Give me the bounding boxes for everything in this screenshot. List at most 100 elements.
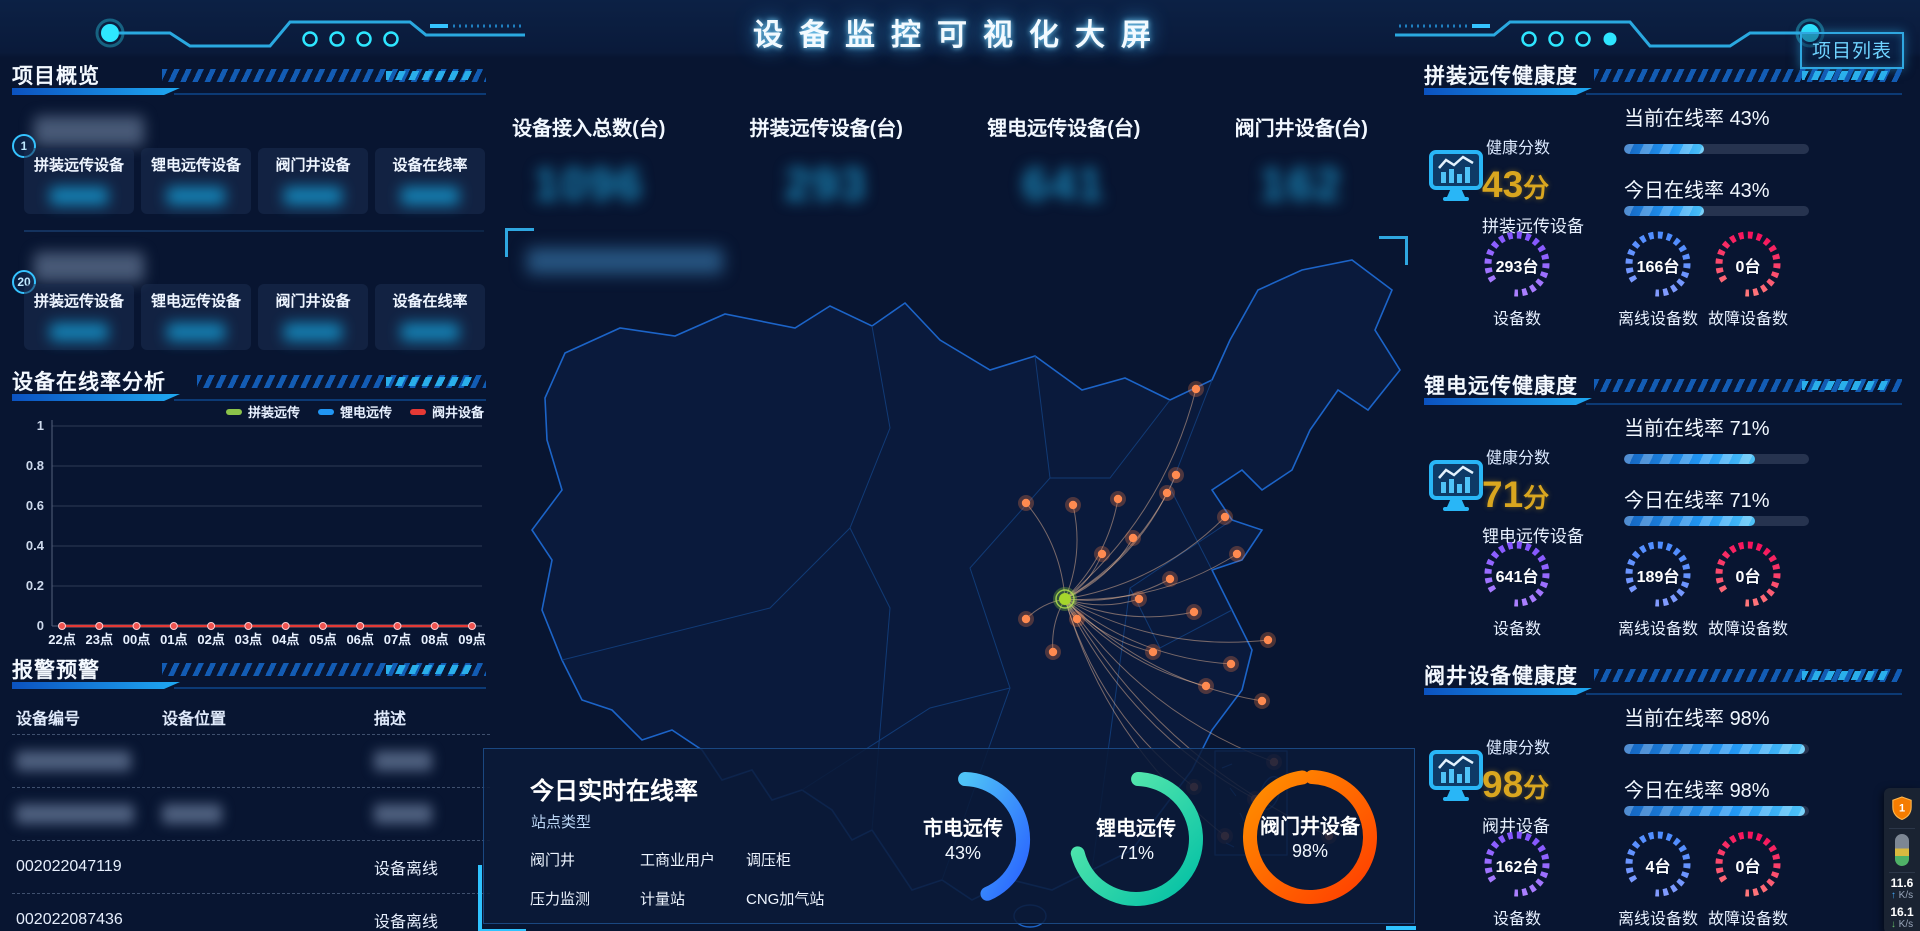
score-unit: 分 (1523, 173, 1550, 203)
underline-bar (1424, 398, 1592, 405)
table-header-cell: 设备编号 (16, 711, 81, 728)
underline-line (1586, 93, 1902, 95)
hub-marker-ring (1055, 589, 1075, 609)
score-number: 98 (1482, 764, 1524, 805)
project-stat-label: 阀门井设备 (275, 293, 351, 310)
project-list-item[interactable]: 20 拼装远传设备 锂电远传设备 阀门井设备 设备在线率 (12, 252, 490, 384)
gauge-text: 锂电远传 71% (1061, 812, 1211, 864)
table-header-row: 设备编号 设备位置 描述 (12, 700, 490, 735)
hub-marker (1059, 593, 1071, 605)
hatch-decoration (162, 663, 486, 676)
legend-label: 拼装远传 (247, 405, 300, 420)
score-unit: 分 (1523, 773, 1550, 803)
table-row (12, 788, 490, 841)
x-tick-label: 03点 (235, 632, 262, 647)
rate-progress-track (1624, 516, 1809, 526)
project-stat-card: 锂电远传设备 (141, 284, 251, 350)
online-rate-gauge: 市电远传 43% (888, 764, 1038, 914)
section-title: 报警预警 (12, 659, 100, 682)
underline-bar (12, 394, 180, 401)
rate-name: 今日在线率 (1624, 180, 1730, 202)
project-stat-value-redacted (167, 187, 225, 205)
rate-value: 98% (1729, 708, 1770, 730)
gauge-value: 43% (944, 842, 982, 863)
project-list-item[interactable]: 1 拼装远传设备 锂电远传设备 阀门井设备 设备在线率 (12, 116, 490, 248)
site-type-label: 计量站 (640, 891, 686, 908)
x-tick-label: 02点 (197, 632, 224, 647)
flight-line (1064, 598, 1140, 606)
project-stat-label: 锂电远传设备 (150, 293, 241, 310)
stat-label: 阀门井设备(台) (1234, 118, 1368, 140)
count-ring: 293台 设备数 (1480, 227, 1554, 328)
gauge-arc (1070, 772, 1203, 906)
site-marker (1097, 549, 1107, 559)
project-list-button[interactable]: 项目列表 (1799, 32, 1904, 69)
table-row (12, 735, 490, 788)
score-label: 健康分数 (1486, 740, 1551, 757)
gauge-value: 71% (1117, 842, 1155, 863)
ring-count-label: 故障设备数 (1707, 911, 1789, 928)
score-label: 健康分数 (1486, 140, 1551, 157)
table-cell: 设备离线 (374, 914, 439, 931)
section-header-health: 拼装远传健康度 (1424, 60, 1906, 96)
health-panel: 锂电远传健康度 健康分数 71分 锂电远传设备 当前在线率 71% 今日在线率 71% 6… (1424, 370, 1906, 670)
device-type-label: 拼装远传设备 (1482, 217, 1584, 236)
flight-line (1064, 516, 1226, 600)
rate-progress-fill (1624, 744, 1806, 754)
ring-count-value: 189台 (1636, 569, 1680, 586)
upload-speed-unit: ↑ K/s (1890, 890, 1914, 901)
cell-redacted (16, 751, 131, 771)
section-header-health: 锂电远传健康度 (1424, 370, 1906, 406)
chart-legend: 拼装远传 锂电远传 阀井设备 (225, 402, 484, 421)
site-marker (1068, 500, 1078, 510)
site-marker (1165, 574, 1175, 584)
gauge-label: 阀门井设备 (1260, 815, 1360, 838)
monitor-chart-icon (1428, 748, 1484, 804)
rate-progress-fill (1624, 516, 1756, 526)
site-type-label: 阀门井 (530, 852, 576, 869)
underline-bar (1424, 688, 1592, 695)
data-point (281, 622, 290, 630)
legend-label: 锂电远传 (339, 405, 392, 420)
section-title: 设备在线率分析 (12, 371, 166, 394)
legend-item[interactable]: 锂电远传 (317, 402, 392, 421)
rate-name: 当前在线率 (1624, 108, 1730, 130)
monitor-icon-svg (1429, 750, 1483, 801)
stat-label: 设备接入总数(台) (512, 118, 666, 140)
ring-count-label: 设备数 (1492, 621, 1542, 638)
ring-count-value: 166台 (1636, 259, 1680, 276)
overlay-title: 今日实时在线率 (530, 778, 698, 805)
gauge-label: 市电远传 (923, 817, 1003, 840)
monitor-icon-svg (1429, 460, 1483, 511)
project-stat-value-redacted (284, 187, 342, 205)
rate-progress-fill (1624, 144, 1704, 154)
site-marker (1021, 614, 1031, 624)
network-speed-widget[interactable]: 1 11.6 ↑ K/s 16.1 ↓ K/s (1884, 788, 1920, 931)
underline-line (1586, 403, 1902, 405)
flight-line (1064, 504, 1078, 600)
device-type-label: 阀井设备 (1482, 817, 1550, 836)
capsule-status-icon (1895, 834, 1909, 866)
x-tick-label: 09点 (458, 632, 485, 647)
ring-count-value: 0台 (1735, 569, 1761, 586)
shield-badge-icon: 1 (1892, 796, 1912, 821)
count-ring: 189台离线设备数 (1617, 537, 1699, 638)
x-tick-label: 06点 (346, 632, 373, 647)
table-cell: 002022047119 (16, 858, 122, 875)
count-ring: 166台 离线设备数 (1618, 227, 1698, 328)
health-score: 43分 (1482, 164, 1549, 206)
x-tick-label: 05点 (309, 632, 336, 647)
project-stat-value-redacted (401, 323, 459, 341)
legend-item[interactable]: 拼装远传 (225, 402, 300, 421)
health-score: 98分 (1482, 764, 1549, 806)
score-unit: 分 (1523, 483, 1550, 513)
site-marker (1134, 594, 1144, 604)
ring-count-label: 离线设备数 (1617, 621, 1699, 638)
down-arrow-icon: ↓ (1890, 919, 1896, 930)
online-rate-line-chart: 0 0.2 0.4 0.6 0.8 1 22点 23点 00点 01点 02点 03点 04点 05点 06… (26, 418, 486, 647)
stat-label: 锂电远传设备(台) (987, 118, 1141, 140)
legend-item[interactable]: 阀井设备 (409, 402, 484, 421)
data-point (393, 622, 402, 630)
rate-label: 今日在线率 98% (1624, 774, 1884, 803)
